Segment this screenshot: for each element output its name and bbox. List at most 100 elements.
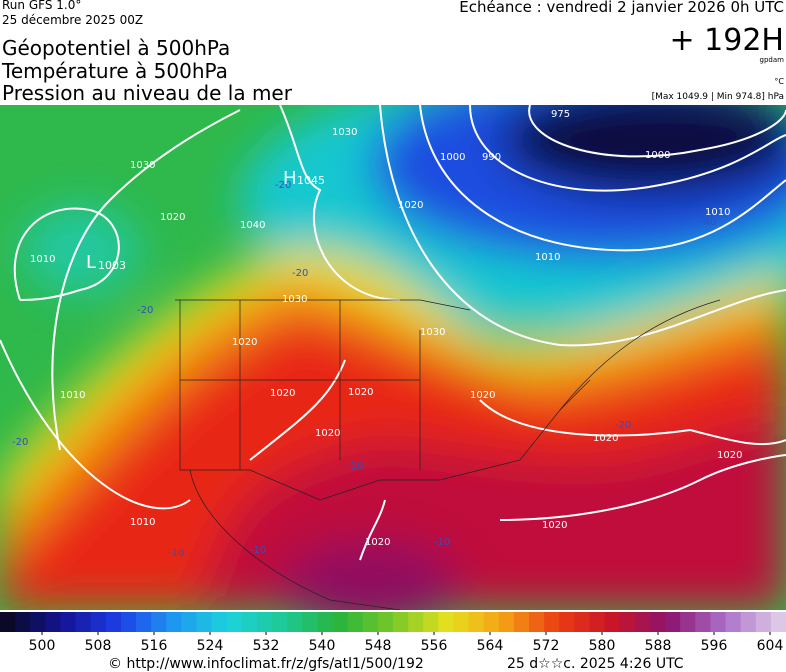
color-swatch xyxy=(634,612,651,632)
pressure-range: [Max 1049.9 | Min 974.8] hPa xyxy=(652,92,784,102)
isobar-label: 1030 xyxy=(282,294,307,305)
color-swatch xyxy=(680,612,696,632)
color-swatch xyxy=(377,612,394,632)
color-swatch xyxy=(544,612,560,632)
timestamp: 25 d☆☆c. 2025 4:26 UTC xyxy=(507,656,684,672)
isobar-label: 1020 xyxy=(470,390,495,401)
temp-unit: °C xyxy=(774,77,784,86)
title: Température à 500hPa xyxy=(1,59,228,83)
run-label: Run GFS 1.0° xyxy=(2,0,81,12)
color-swatch xyxy=(30,612,46,632)
color-swatch xyxy=(317,612,334,632)
colorbar-label: 540 xyxy=(309,638,336,654)
isobar-label: 1040 xyxy=(240,220,265,231)
color-swatch xyxy=(619,612,636,632)
color-swatch xyxy=(211,612,228,632)
color-swatch xyxy=(287,612,303,632)
color-swatch xyxy=(226,612,243,632)
low-symbol: L xyxy=(86,252,96,273)
colorbar-label: 532 xyxy=(253,638,280,654)
isobar-label: 1020 xyxy=(315,428,340,439)
isobar-label: 1010 xyxy=(30,254,55,265)
title: Pression au niveau de la mer xyxy=(2,81,293,105)
color-swatch xyxy=(468,612,485,632)
colorbar-label: 548 xyxy=(365,638,392,654)
color-swatch xyxy=(272,612,288,632)
isotherm-label: -20 xyxy=(12,437,28,448)
isobar-label: 1010 xyxy=(535,252,560,263)
isobar-label: 975 xyxy=(551,109,570,120)
color-swatch xyxy=(589,612,606,632)
isobar-label: 1020 xyxy=(160,212,185,223)
colorbar-label: 588 xyxy=(645,638,672,654)
isobar-label: 1010 xyxy=(60,390,85,401)
color-swatch xyxy=(529,612,545,632)
color-swatch xyxy=(151,612,167,632)
isobar-label: 1010 xyxy=(130,517,155,528)
colorbar-label: 580 xyxy=(589,638,616,654)
color-swatch xyxy=(362,612,379,632)
colorbar: 500 508 516 524 532 540 548 556 564 572 580 588 596 6… xyxy=(0,612,786,654)
isotherm-label: -10 xyxy=(168,548,184,559)
low-value: 1003 xyxy=(98,259,126,272)
color-swatch xyxy=(665,612,681,632)
isobar-label: 1000 xyxy=(440,152,465,163)
colorbar-label: 516 xyxy=(141,638,168,654)
color-swatch xyxy=(15,612,31,632)
isotherm-label: -20 xyxy=(137,305,153,316)
color-swatch xyxy=(483,612,500,632)
color-swatch xyxy=(0,612,16,632)
isobar-label: 1020 xyxy=(593,433,618,444)
isobar-label: 1020 xyxy=(717,450,742,461)
color-swatch xyxy=(45,612,61,632)
color-swatch xyxy=(196,612,213,632)
unit: gpdam xyxy=(760,56,785,64)
forecast-time: Echéance : vendredi 2 janvier 2026 0h UT… xyxy=(459,0,784,16)
color-swatch xyxy=(423,612,439,632)
isobar-label: 1020 xyxy=(232,337,257,348)
color-swatch xyxy=(256,612,273,632)
isobar-label: 1030 xyxy=(130,160,155,171)
isobar-label: 1000 xyxy=(645,150,670,161)
colorbar-label: 556 xyxy=(421,638,448,654)
map-labels: 975 990 1000 1000 1010 1010 1030 1020 1030 1020 10… xyxy=(12,109,742,559)
color-swatch xyxy=(649,612,666,632)
lead-time: + 192H xyxy=(670,23,785,58)
color-swatch xyxy=(302,612,318,632)
isotherm-label: -40 xyxy=(700,217,716,228)
run-date: 25 décembre 2025 00Z xyxy=(2,13,143,27)
color-swatch xyxy=(453,612,470,632)
color-swatch xyxy=(105,612,122,632)
color-swatch xyxy=(393,612,409,632)
isobar-label: 1030 xyxy=(332,127,357,138)
colorbar-label: 508 xyxy=(85,638,112,654)
isotherm-label: -10 xyxy=(347,461,363,472)
color-swatch xyxy=(770,612,786,632)
isobar-label: 1020 xyxy=(270,388,295,399)
color-swatch xyxy=(513,612,530,632)
borders xyxy=(175,299,721,610)
color-swatch xyxy=(695,612,711,632)
isobar-label: 1020 xyxy=(398,200,423,211)
colorbar-label: 564 xyxy=(477,638,504,654)
isobar-label: 1030 xyxy=(420,327,445,338)
color-swatch xyxy=(120,612,137,632)
colorbar-label: 572 xyxy=(533,638,560,654)
high-value: 1045 xyxy=(297,174,325,187)
isotherm-label: -10 xyxy=(250,545,266,556)
isobars xyxy=(0,105,786,561)
color-swatch xyxy=(740,612,757,632)
color-swatch xyxy=(408,612,424,632)
colorbar-label: 604 xyxy=(757,638,784,654)
field xyxy=(0,105,786,610)
title: Géopotentiel à 500hPa xyxy=(2,36,230,60)
color-swatch xyxy=(90,612,107,632)
colorbar-label: 500 xyxy=(29,638,56,654)
colorbar-label: 524 xyxy=(197,638,224,654)
isobar-label: 1010 xyxy=(705,207,730,218)
color-swatch xyxy=(241,612,258,632)
source: © http://www.infoclimat.fr/z/gfs/atl1/50… xyxy=(108,656,424,672)
color-swatch xyxy=(136,612,152,632)
color-swatch xyxy=(60,612,77,632)
